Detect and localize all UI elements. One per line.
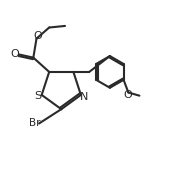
Text: O: O: [123, 90, 132, 100]
Text: Br: Br: [29, 119, 40, 129]
Text: O: O: [11, 49, 20, 59]
Text: S: S: [34, 91, 41, 101]
Text: O: O: [33, 31, 42, 41]
Text: N: N: [80, 91, 88, 102]
